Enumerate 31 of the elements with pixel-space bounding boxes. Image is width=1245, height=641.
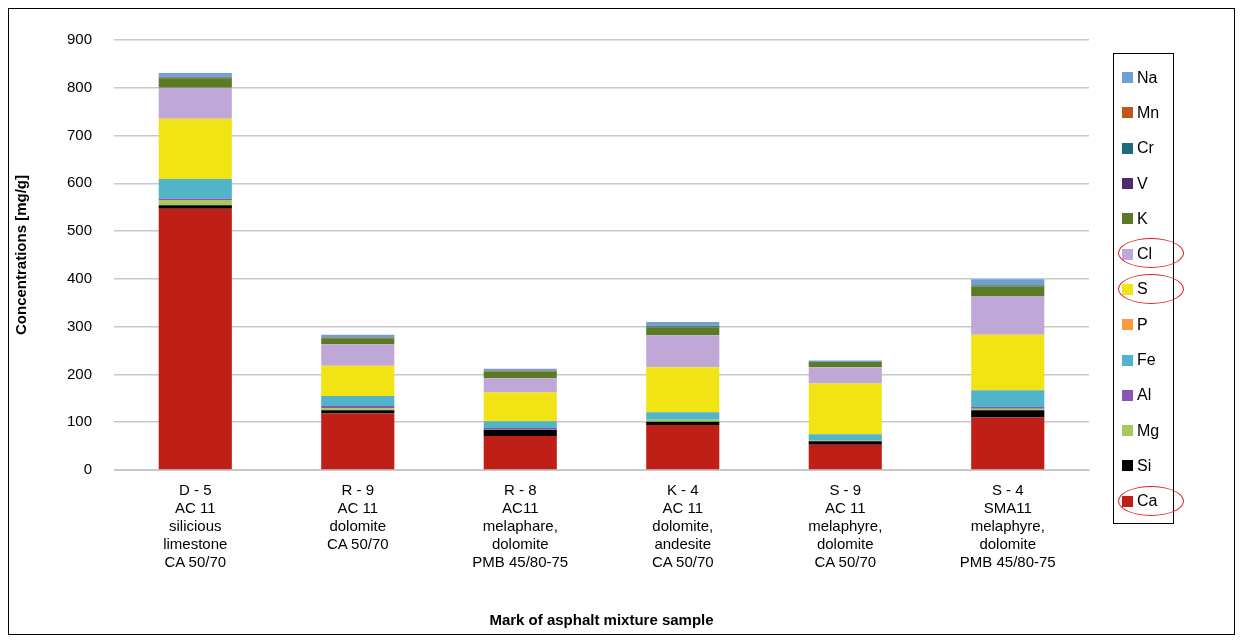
legend-label: Al [1137,386,1152,405]
y-tick-label: 700 [67,125,93,143]
x-tick-label: D - 5 AC 11 silicious limestone CA 50/70 [163,481,228,571]
legend-label: P [1137,315,1148,334]
legend-label: V [1137,174,1148,193]
x-axis-title: Mark of asphalt mixture sample [489,611,714,629]
legend-label: Fe [1137,351,1156,370]
legend-label: S [1137,280,1148,299]
y-tick-label: 200 [67,364,93,382]
legend-label: Mg [1137,421,1160,440]
y-axis-title: Concentrations [mg/g] [12,175,30,335]
y-tick-label: 400 [67,269,93,287]
legend-label: Si [1137,456,1152,475]
legend-label: Cr [1137,139,1154,158]
y-tick-label: 300 [67,316,93,334]
x-tick-label: S - 9 AC 11 melaphyre, dolomite CA 50/70 [808,481,883,571]
y-tick-label: 100 [67,412,93,430]
legend-label: K [1137,209,1148,228]
y-tick-label: 900 [67,30,93,48]
x-tick-label: K - 4 AC 11 dolomite, andesite CA 50/70 [651,481,714,571]
y-tick-label: 800 [67,77,93,95]
x-tick-label: S - 4 SMA11 melaphyre, dolomite PMB 45/80-75 [959,481,1056,571]
x-tick-label: R - 9 AC 11 dolomite CA 50/70 [326,481,389,553]
legend-label: Na [1137,68,1158,87]
y-tick-label: 500 [67,221,93,239]
legend-label: Ca [1137,492,1158,511]
y-tick-label: 600 [67,173,93,191]
legend-label: Cl [1137,245,1153,264]
y-tick-label: 0 [83,460,93,478]
x-tick-label: R - 8 AC11 melaphare, dolomite PMB 45/80-75 [472,481,569,571]
legend-label: Mn [1137,103,1160,122]
